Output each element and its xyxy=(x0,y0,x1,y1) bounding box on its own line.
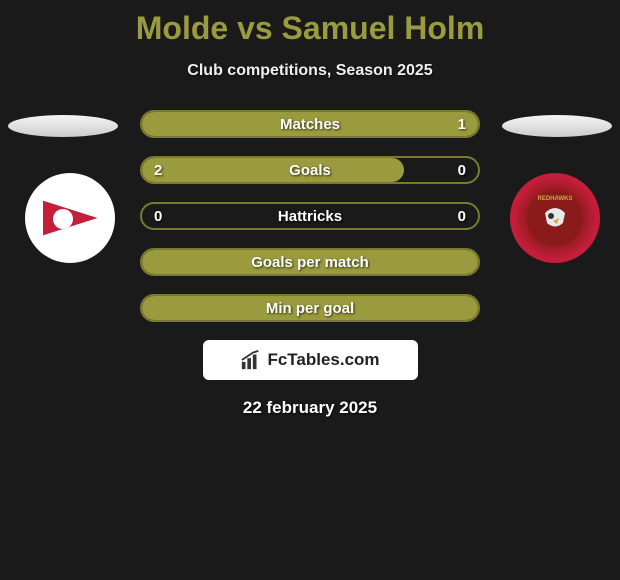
stat-label: Hattricks xyxy=(142,208,478,225)
stats-container: Matches 1 2 Goals 0 0 Hattricks 0 Goals … xyxy=(140,110,480,322)
stat-row-mpg: Min per goal xyxy=(140,294,480,322)
team1-logo xyxy=(25,173,115,263)
date-text: 22 february 2025 xyxy=(0,398,620,418)
title-team2: Samuel Holm xyxy=(282,10,485,46)
ellipse-left xyxy=(8,115,118,137)
stat-row-gpm: Goals per match xyxy=(140,248,480,276)
hawk-icon: REDHAWKS xyxy=(525,188,585,248)
svg-text:REDHAWKS: REDHAWKS xyxy=(537,196,572,202)
title-team1: Molde xyxy=(136,10,228,46)
brand-badge[interactable]: FcTables.com xyxy=(203,340,418,380)
stat-value-right: 0 xyxy=(458,162,466,179)
stat-row-matches: Matches 1 xyxy=(140,110,480,138)
stat-bar: Min per goal xyxy=(140,294,480,322)
stat-label: Goals per match xyxy=(142,254,478,271)
page-title: Molde vs Samuel Holm xyxy=(0,10,620,47)
stat-bar: 2 Goals 0 xyxy=(140,156,480,184)
subtitle: Club competitions, Season 2025 xyxy=(0,62,620,80)
stat-value-right: 0 xyxy=(458,208,466,225)
stat-value-right: 1 xyxy=(458,116,466,133)
chart-icon xyxy=(240,349,262,371)
content: REDHAWKS Matches 1 2 Goals 0 0 Hattricks xyxy=(0,110,620,418)
stat-bar: 0 Hattricks 0 xyxy=(140,202,480,230)
team2-logo: REDHAWKS xyxy=(510,173,600,263)
brand-text: FcTables.com xyxy=(267,350,379,370)
stat-label: Goals xyxy=(142,162,478,179)
ellipse-right xyxy=(502,115,612,137)
stat-label: Min per goal xyxy=(142,300,478,317)
header: Molde vs Samuel Holm Club competitions, … xyxy=(0,0,620,80)
stat-label: Matches xyxy=(142,116,478,133)
stat-row-hattricks: 0 Hattricks 0 xyxy=(140,202,480,230)
stat-row-goals: 2 Goals 0 xyxy=(140,156,480,184)
stat-bar: Matches 1 xyxy=(140,110,480,138)
stat-bar: Goals per match xyxy=(140,248,480,276)
title-vs: vs xyxy=(228,10,281,46)
team1-flag-icon xyxy=(43,201,98,236)
